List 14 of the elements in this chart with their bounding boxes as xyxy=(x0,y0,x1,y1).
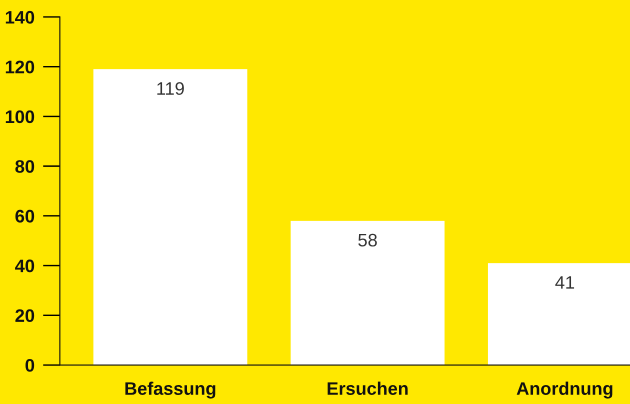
x-tick-label: Ersuchen xyxy=(328,382,408,395)
x-tick-label: Befassung xyxy=(125,382,216,399)
data-label: 119 xyxy=(157,82,184,95)
y-tick-label: 40 xyxy=(15,260,34,272)
y-tick-label: 80 xyxy=(15,160,34,173)
y-tick-label: 60 xyxy=(15,210,34,223)
y-tick-label: 120 xyxy=(6,60,34,74)
x-tick-label: Anordnung xyxy=(516,382,612,399)
data-label: 41 xyxy=(555,276,574,289)
y-tick-label: 20 xyxy=(15,309,34,322)
y-tick-label: 0 xyxy=(26,358,34,372)
y-tick-label: 100 xyxy=(6,110,34,124)
data-label: 58 xyxy=(358,234,377,247)
y-tick-label: 140 xyxy=(6,10,34,24)
